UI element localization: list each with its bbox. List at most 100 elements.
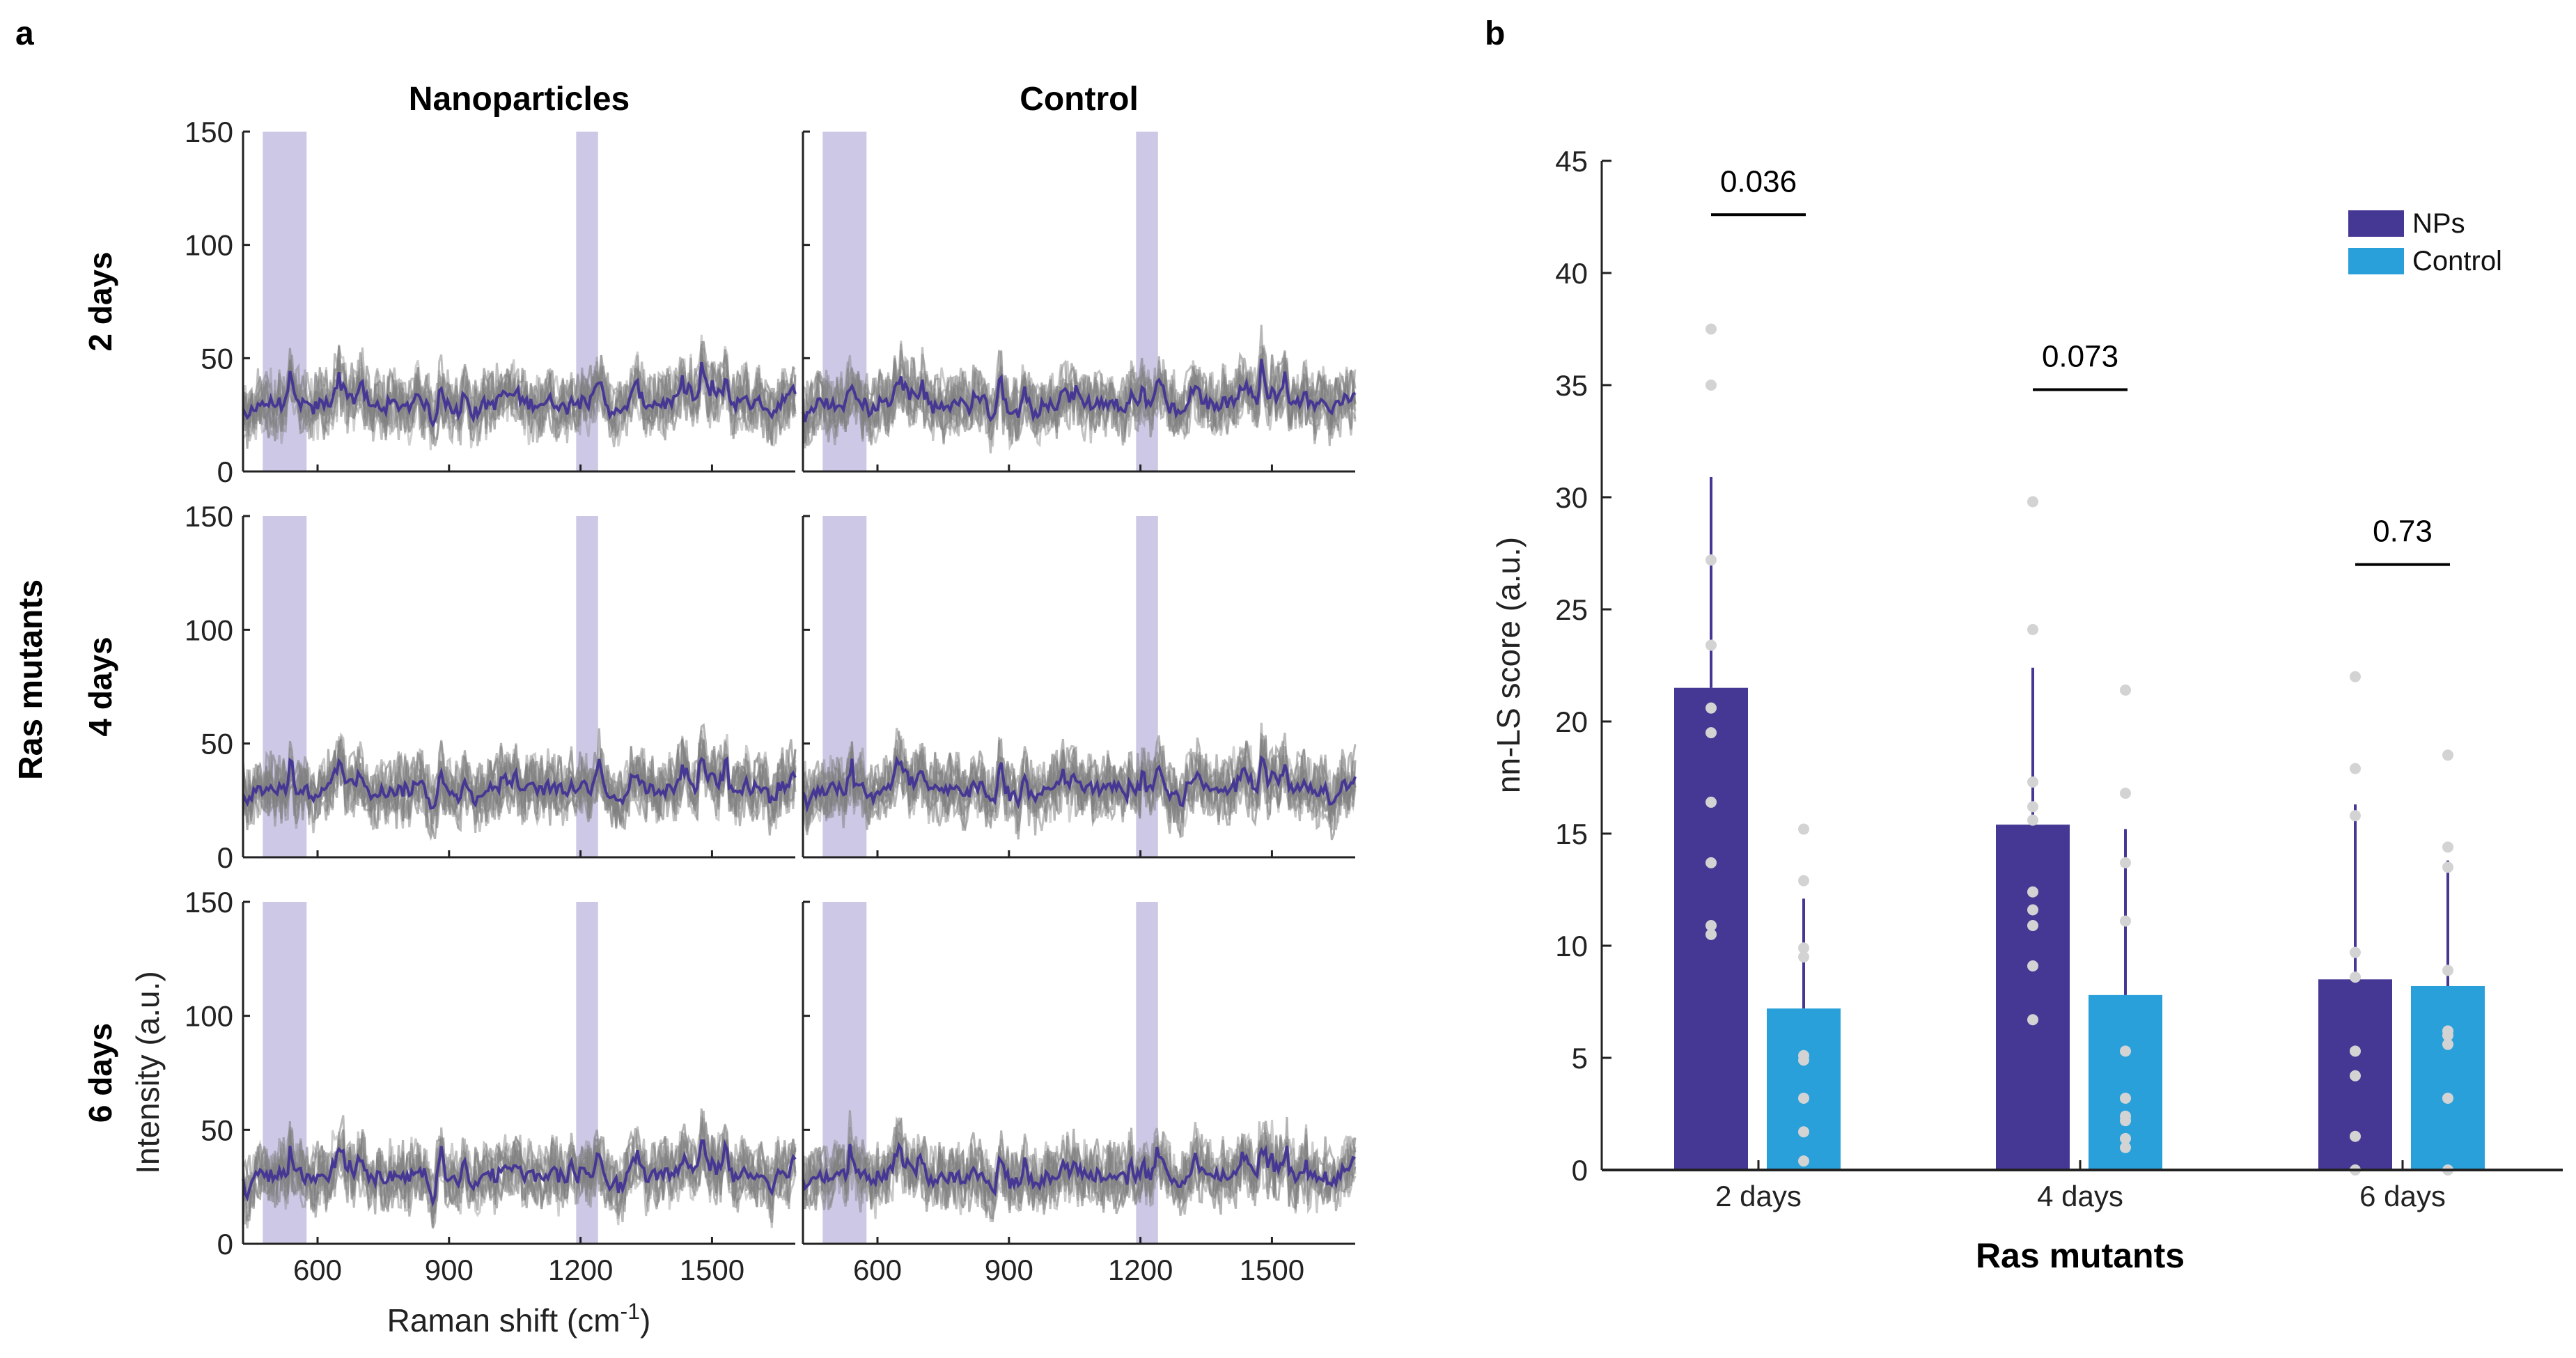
column-title: Control — [1020, 81, 1139, 118]
data-point — [1798, 823, 1809, 835]
y-tick-label: 100 — [185, 229, 233, 262]
data-point — [2442, 861, 2453, 873]
y-tick-label: 5 — [1572, 1042, 1588, 1075]
x-axis-label: Raman shift (cm-1) — [387, 1299, 651, 1339]
individual-spectrum — [802, 742, 1357, 830]
mean-spectrum — [802, 754, 1357, 813]
individual-spectrum — [242, 728, 797, 840]
mean-spectrum — [802, 359, 1356, 423]
x-tick-label: 4 days — [2037, 1180, 2123, 1212]
data-point — [2350, 1130, 2361, 1142]
x-tick-label: 2 days — [1715, 1180, 1802, 1212]
p-value-label: 0.036 — [1720, 164, 1797, 198]
y-tick-label: 50 — [201, 342, 233, 375]
bar-nps — [1996, 825, 2070, 1170]
data-point — [2027, 814, 2038, 826]
data-point — [1705, 928, 1717, 940]
y-tick-label: 40 — [1555, 257, 1588, 290]
individual-spectrum — [802, 1122, 1357, 1219]
y-tick-label: 35 — [1555, 369, 1588, 402]
p-value-label: 0.73 — [2373, 515, 2433, 549]
data-point — [2120, 684, 2131, 696]
x-axis-label-superscript: -1 — [620, 1299, 640, 1324]
data-point — [2350, 971, 2361, 983]
data-point — [2120, 1141, 2131, 1153]
data-point — [1798, 875, 1809, 887]
mean-spectrum — [802, 1141, 1356, 1197]
data-point — [2350, 1045, 2361, 1057]
spectrum-subplot: 600 900 1200 1500 — [802, 900, 1357, 1286]
x-tick-label: 1200 — [1108, 1254, 1173, 1286]
individual-spectrum — [242, 1115, 797, 1229]
spectrum-subplot — [802, 515, 1357, 859]
y-tick-label: 50 — [201, 728, 233, 760]
panel-label-b: b — [1485, 15, 1505, 52]
y-tick-label: 100 — [185, 614, 233, 646]
x-tick-label: 1200 — [548, 1254, 613, 1286]
individual-spectrum — [802, 1110, 1357, 1222]
data-point — [2120, 1132, 2131, 1144]
data-point — [1705, 323, 1717, 335]
x-tick-label: 1500 — [680, 1254, 744, 1286]
y-tick-label: 150 — [185, 886, 233, 919]
data-point — [2027, 960, 2038, 971]
legend-swatch-nps — [2348, 210, 2404, 237]
individual-spectrum — [242, 1118, 797, 1218]
y-tick-label: 150 — [185, 116, 233, 148]
individual-spectrum — [802, 1117, 1357, 1212]
data-point — [2350, 810, 2361, 822]
data-point — [2027, 886, 2038, 898]
x-tick-label: 600 — [853, 1254, 902, 1286]
x-axis-label-text: Raman shift (cm — [387, 1302, 620, 1339]
y-tick-label: 100 — [185, 1000, 233, 1033]
data-point — [1798, 1155, 1809, 1167]
y-axis-label: nn-LS score (a.u.) — [1490, 537, 1527, 793]
data-point — [2120, 1115, 2131, 1127]
spectrum-subplot — [802, 130, 1357, 473]
data-point — [1705, 554, 1717, 566]
y-tick-label: 15 — [1555, 818, 1588, 850]
data-point — [2027, 904, 2038, 916]
data-point — [2027, 496, 2038, 508]
y-tick-label: 0 — [217, 455, 233, 488]
data-point — [1705, 380, 1717, 391]
data-point — [1705, 857, 1717, 868]
data-point — [1705, 639, 1717, 651]
y-tick-label: 20 — [1555, 705, 1588, 738]
column-title: Nanoparticles — [409, 81, 630, 118]
legend-label: Control — [2412, 246, 2502, 276]
y-tick-label: 50 — [201, 1114, 233, 1146]
data-point — [2442, 749, 2453, 761]
individual-spectrum — [802, 1124, 1357, 1223]
row-title: 2 days — [82, 251, 118, 351]
x-tick-label: 1500 — [1240, 1254, 1304, 1286]
y-tick-label: 0 — [217, 1228, 233, 1261]
individual-spectrum — [802, 1125, 1357, 1213]
data-point — [1705, 920, 1717, 932]
y-tick-label: 0 — [1572, 1154, 1588, 1187]
data-point — [2350, 946, 2361, 958]
individual-spectrum — [242, 735, 797, 829]
data-point — [1705, 796, 1717, 808]
x-tick-label: 600 — [293, 1254, 342, 1286]
group-label: Ras mutants — [13, 579, 49, 780]
data-point — [2442, 1038, 2453, 1050]
y-tick-label: 10 — [1555, 930, 1588, 962]
legend-label: NPs — [2412, 208, 2465, 239]
individual-spectrum — [242, 344, 796, 443]
data-point — [2442, 1092, 2453, 1104]
y-tick-label: 30 — [1555, 481, 1588, 514]
x-tick-label: 900 — [985, 1254, 1033, 1286]
x-axis-label-end: ) — [640, 1302, 650, 1339]
mean-spectrum — [242, 361, 797, 428]
data-point — [2027, 801, 2038, 813]
bar-control — [2411, 985, 2485, 1170]
spectrum-subplot: 0 50 100 150 — [185, 500, 797, 874]
spectra-panel: Nanoparticles Control Ras mutants 2 days 0 50… — [13, 81, 1357, 1339]
data-point — [2350, 763, 2361, 774]
data-point — [2442, 1029, 2453, 1041]
data-point — [1705, 727, 1717, 739]
data-point — [2120, 1045, 2131, 1057]
y-tick-label: 45 — [1555, 145, 1588, 178]
